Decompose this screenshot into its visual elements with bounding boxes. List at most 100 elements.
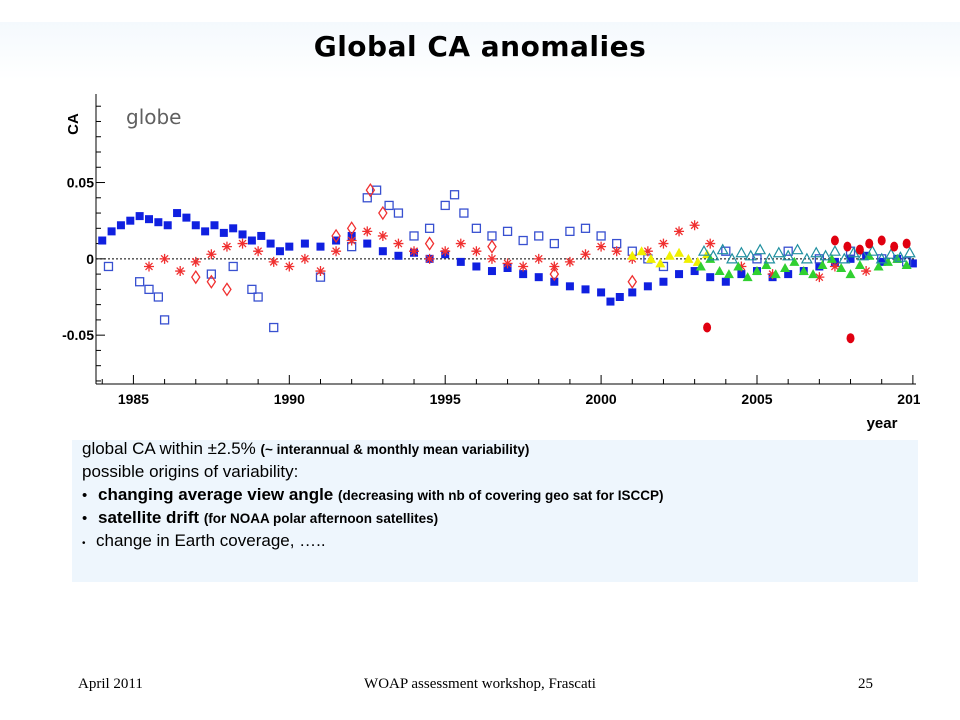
data-point-open-square [752,254,762,264]
data-point-filled-triangle [873,261,884,271]
data-point-filled-square [615,293,624,301]
data-point-asterisk [471,246,482,257]
data-point-filled-square [363,239,372,248]
data-point-filled-square [275,247,284,256]
data-point-asterisk [580,249,591,260]
data-point-filled-circle [703,322,712,333]
note-line-3: • changing average view angle (decreasing… [82,484,918,507]
data-point-filled-square [201,227,210,236]
data-point-diamond [331,228,341,244]
x-tick-label: 2005 [741,391,772,407]
data-point-asterisk [533,253,544,264]
data-point-open-triangle [810,246,823,258]
data-point-filled-triangle [742,272,753,282]
data-point-asterisk [674,226,685,237]
data-point-asterisk [767,269,778,280]
data-point-asterisk [284,261,295,272]
data-point-asterisk [409,246,420,257]
data-point-open-square [253,292,263,302]
data-point-filled-triangle [636,246,647,256]
data-point-asterisk [440,246,451,257]
data-point-filled-square [300,239,309,248]
data-point-filled-square [706,273,715,282]
data-point-filled-square [107,227,116,236]
data-point-open-square [580,223,591,233]
data-point-filled-square [145,215,154,224]
data-point-filled-triangle [723,269,734,279]
data-point-open-square [269,322,279,333]
data-point-diamond [206,274,217,289]
data-point-asterisk [144,261,155,272]
footer-date: April 2011 [78,676,143,692]
data-point-filled-circle [843,241,852,252]
data-point-filled-triangle [854,259,865,269]
data-point-open-square [565,226,575,237]
data-point-asterisk [362,226,373,237]
data-point-open-square [393,208,404,218]
data-point-open-triangle [772,246,785,258]
data-point-open-triangle [791,243,804,255]
data-point-filled-circle [865,238,874,249]
data-point-filled-circle [890,241,899,252]
data-point-diamond [365,182,376,198]
footer-page-number: 25 [858,676,873,692]
data-point-open-square [549,238,559,249]
data-point-filled-triangle [683,253,694,263]
data-point-diamond [346,221,357,236]
data-point-filled-square [154,218,163,227]
data-point-open-square [424,223,435,233]
data-point-filled-square [721,277,730,286]
data-point-filled-square [332,236,341,245]
data-point-open-triangle [819,249,832,261]
data-point-filled-square [534,273,543,282]
data-point-open-triangle [735,246,748,258]
x-tick-label: 1985 [118,391,149,407]
note-main: satellite drift [98,508,204,527]
note-main: possible origins of variability: [82,462,299,481]
data-point-filled-triangle [645,253,656,263]
data-point-open-square [449,190,460,200]
data-point-diamond [487,239,497,254]
data-point-filled-square [472,262,481,271]
data-point-open-triangle [763,252,776,264]
data-point-open-square [228,261,238,272]
data-point-filled-triangle [761,259,772,269]
data-point-open-triangle [894,251,907,262]
data-point-diamond [190,269,201,285]
note-line-5: • change in Earth coverage, ….. [82,530,918,555]
data-point-asterisk [564,256,575,267]
data-point-filled-triangle [627,250,638,260]
data-point-open-square [135,277,145,287]
data-point-filled-triangle [808,269,819,279]
data-point-filled-square [135,212,144,221]
data-point-asterisk [455,238,466,249]
data-point-diamond [378,205,388,221]
data-point-diamond [627,274,638,289]
data-point-asterisk [502,258,513,269]
data-point-open-square [362,193,372,203]
data-point-filled-triangle [826,253,837,263]
data-point-asterisk [658,238,669,249]
data-point-diamond [424,236,435,251]
data-point-filled-circle [902,238,911,249]
data-point-open-square [783,246,793,256]
data-point-asterisk [736,261,747,272]
data-point-filled-triangle [882,256,893,266]
data-point-asterisk [331,246,342,257]
data-point-asterisk [486,253,497,264]
data-point-asterisk [175,266,186,277]
data-point-filled-triangle [751,266,762,276]
data-point-filled-square [394,251,403,260]
data-point-open-triangle [707,249,720,261]
data-point-open-square [440,200,450,211]
data-point-open-square [159,315,170,325]
data-point-filled-square [182,213,191,222]
note-line-1: global CA within ±2.5% (~ interannual & … [82,438,918,461]
data-point-open-triangle [716,243,729,255]
data-point-asterisk [315,266,326,277]
data-point-filled-square [163,221,172,230]
data-points-layer [98,182,917,344]
data-point-diamond [549,266,560,282]
data-point-filled-circle [855,244,864,255]
